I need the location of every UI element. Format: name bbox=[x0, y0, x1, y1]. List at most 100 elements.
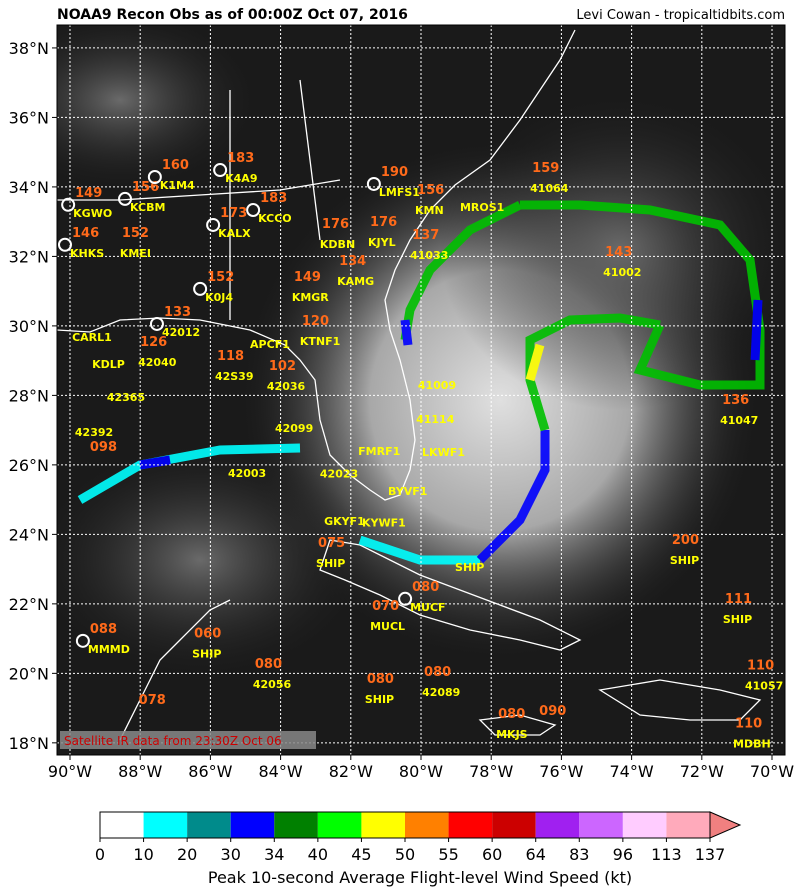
lat-tick-label: 32°N bbox=[9, 247, 49, 266]
lon-tick-label: 90°W bbox=[48, 762, 92, 781]
peak-wind: 173 bbox=[220, 206, 247, 221]
colorbar-tick-label: 0 bbox=[95, 845, 105, 864]
station-marker bbox=[213, 163, 228, 178]
station-id: KHKS bbox=[70, 247, 104, 260]
station-id: FMRF1 bbox=[358, 445, 400, 458]
colorbar-tick-label: 64 bbox=[526, 845, 546, 864]
station-id: KMN bbox=[415, 204, 444, 217]
station-id: K1M4 bbox=[160, 179, 195, 192]
peak-wind: 137 bbox=[412, 228, 439, 243]
station-id: 41002 bbox=[603, 266, 641, 279]
station-id: KGWO bbox=[73, 207, 112, 220]
station-id: KCBM bbox=[130, 201, 165, 214]
colorbar-tick-label: 10 bbox=[133, 845, 153, 864]
peak-wind: 136 bbox=[722, 393, 749, 408]
station-marker bbox=[246, 203, 261, 218]
lon-tick-label: 86°W bbox=[188, 762, 232, 781]
station-id: 41057 bbox=[745, 680, 783, 693]
station-id: SHIP bbox=[723, 613, 752, 626]
station-id: KJYL bbox=[368, 236, 396, 249]
station-id: KMEI bbox=[120, 247, 151, 260]
station-id: 42S39 bbox=[215, 370, 254, 383]
station-id: MROS1 bbox=[460, 201, 504, 214]
lat-tick-label: 36°N bbox=[9, 108, 49, 127]
station-id: KTNF1 bbox=[300, 335, 340, 348]
station-id: 42099 bbox=[275, 422, 313, 435]
peak-wind: 160 bbox=[162, 158, 189, 173]
colorbar-segment bbox=[361, 812, 405, 838]
colorbar-segment bbox=[535, 812, 580, 838]
station-id: KCCO bbox=[258, 212, 292, 225]
lat-tick-label: 26°N bbox=[9, 456, 49, 475]
colorbar-segment bbox=[622, 812, 667, 838]
lon-tick-label: 80°W bbox=[399, 762, 443, 781]
station-id: 42392 bbox=[75, 426, 113, 439]
station-id: 41047 bbox=[720, 414, 758, 427]
peak-wind: 102 bbox=[269, 359, 296, 374]
peak-wind: 080 bbox=[412, 580, 439, 595]
station-id: 42003 bbox=[228, 467, 266, 480]
colorbar-tick-label: 55 bbox=[438, 845, 458, 864]
peak-wind: 098 bbox=[90, 440, 117, 455]
peak-wind: 183 bbox=[260, 191, 287, 206]
station-id: 42365 bbox=[107, 391, 145, 404]
peak-wind: 080 bbox=[498, 707, 525, 722]
station-id: MUCL bbox=[370, 620, 405, 633]
colorbar-tick-label: 45 bbox=[351, 845, 371, 864]
clouds bbox=[57, 25, 260, 190]
colorbar-segment bbox=[666, 812, 710, 838]
map: 149KGWO156KCBM160K1M4183K4A9146KHKS152KM… bbox=[57, 25, 785, 755]
colorbar-tick-label: 83 bbox=[569, 845, 589, 864]
station-id: 42012 bbox=[162, 326, 200, 339]
peak-wind: 070 bbox=[372, 599, 399, 614]
colorbar-segment bbox=[405, 812, 449, 838]
peak-wind: 152 bbox=[207, 270, 234, 285]
colorbar-tick-label: 60 bbox=[482, 845, 502, 864]
colorbar-segment bbox=[579, 812, 623, 838]
lat-tick-label: 28°N bbox=[9, 386, 49, 405]
station-id: BYVF1 bbox=[388, 485, 427, 498]
title: NOAA9 Recon Obs as of 00:00Z Oct 07, 201… bbox=[57, 7, 408, 23]
station-id: KDBN bbox=[320, 238, 355, 251]
colorbar-segment bbox=[187, 812, 231, 838]
peak-wind: 111 bbox=[725, 592, 752, 607]
colorbar-segment bbox=[230, 812, 275, 838]
lon-tick-label: 70°W bbox=[750, 762, 794, 781]
colorbar-segment bbox=[492, 812, 536, 838]
peak-wind: 183 bbox=[227, 151, 254, 166]
peak-wind: 060 bbox=[194, 627, 221, 642]
station-id: KDLP bbox=[92, 358, 125, 371]
clouds bbox=[57, 440, 370, 680]
station-id: 41009 bbox=[418, 379, 456, 392]
station-marker bbox=[206, 217, 221, 232]
colorbar-segment bbox=[448, 812, 493, 838]
station-marker bbox=[193, 281, 208, 296]
colorbar-segment bbox=[100, 812, 144, 838]
station-id: LKWF1 bbox=[422, 446, 465, 459]
peak-wind: 200 bbox=[672, 533, 699, 548]
station-marker bbox=[61, 197, 76, 212]
station-marker bbox=[398, 591, 413, 606]
peak-wind: 146 bbox=[72, 226, 99, 241]
station-id: LMFS1 bbox=[379, 186, 420, 199]
station-id: KALX bbox=[218, 227, 251, 240]
lat-tick-label: 18°N bbox=[9, 734, 49, 753]
colorbar-tick-label: 96 bbox=[613, 845, 633, 864]
peak-wind: 090 bbox=[539, 704, 566, 719]
station-id: MMMD bbox=[88, 643, 130, 656]
colorbar-arrow bbox=[709, 811, 742, 839]
lon-tick-label: 76°W bbox=[539, 762, 583, 781]
station-id: 42056 bbox=[253, 678, 292, 691]
station-id: 41033 bbox=[410, 249, 448, 262]
peak-wind: 110 bbox=[735, 717, 762, 732]
satellite-note: Satellite IR data from 23:30Z Oct 06 bbox=[64, 734, 282, 748]
peak-wind: 176 bbox=[322, 217, 349, 232]
lon-tick-label: 84°W bbox=[259, 762, 303, 781]
peak-wind: 118 bbox=[217, 349, 244, 364]
peak-wind: 075 bbox=[318, 536, 345, 551]
colorbar-tick-label: 113 bbox=[651, 845, 682, 864]
peak-wind: 110 bbox=[747, 659, 774, 674]
colorbar-segment bbox=[317, 812, 362, 838]
peak-wind: 159 bbox=[532, 161, 559, 176]
